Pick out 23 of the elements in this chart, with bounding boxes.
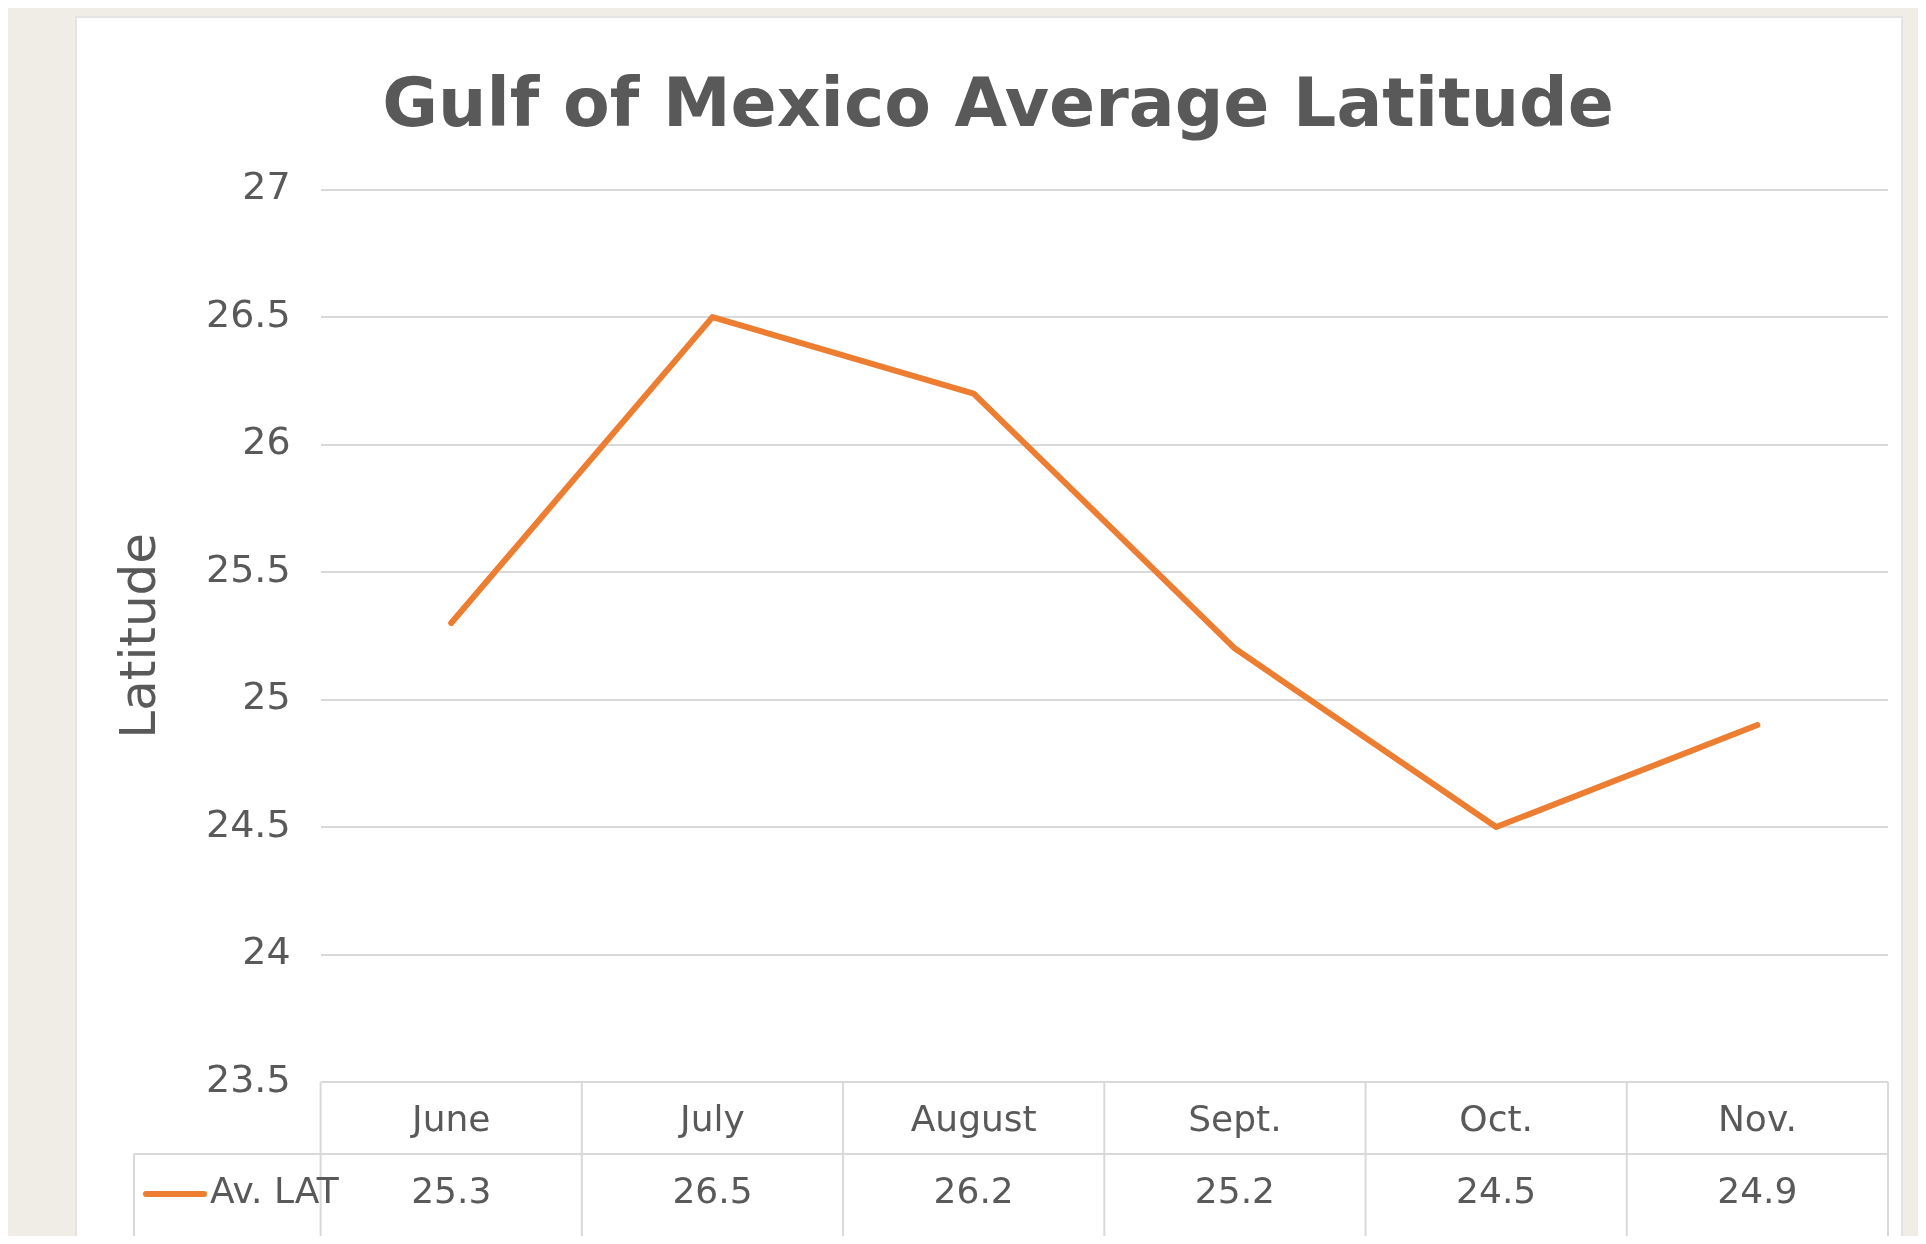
y-tick-label: 26 bbox=[242, 419, 291, 464]
y-tick-label: 25.5 bbox=[206, 546, 291, 591]
x-tick-label: June bbox=[410, 1098, 491, 1140]
y-tick-label: 26.5 bbox=[206, 291, 291, 336]
data-label: 26.2 bbox=[933, 1170, 1014, 1212]
y-tick-label: 25 bbox=[242, 674, 291, 719]
y-axis-title: Latitude bbox=[108, 532, 167, 739]
y-tick-label: 27 bbox=[242, 164, 291, 209]
chart-title: Gulf of Mexico Average Latitude bbox=[382, 63, 1614, 143]
x-tick-label: Nov. bbox=[1717, 1098, 1797, 1140]
y-tick-label: 24.5 bbox=[206, 801, 291, 846]
x-tick-label: Oct. bbox=[1459, 1098, 1533, 1140]
x-tick-label: August bbox=[910, 1098, 1037, 1140]
data-label: 24.9 bbox=[1717, 1170, 1798, 1212]
legend-label: Av. LAT bbox=[210, 1170, 340, 1212]
data-label: 24.5 bbox=[1456, 1170, 1537, 1212]
y-tick-label: 23.5 bbox=[206, 1056, 291, 1101]
data-label: 25.2 bbox=[1194, 1170, 1275, 1212]
x-tick-label: Sept. bbox=[1188, 1098, 1282, 1140]
data-label: 25.3 bbox=[411, 1170, 492, 1212]
x-tick-label: July bbox=[678, 1098, 745, 1140]
y-tick-label: 24 bbox=[242, 929, 291, 974]
data-label: 26.5 bbox=[672, 1170, 753, 1212]
